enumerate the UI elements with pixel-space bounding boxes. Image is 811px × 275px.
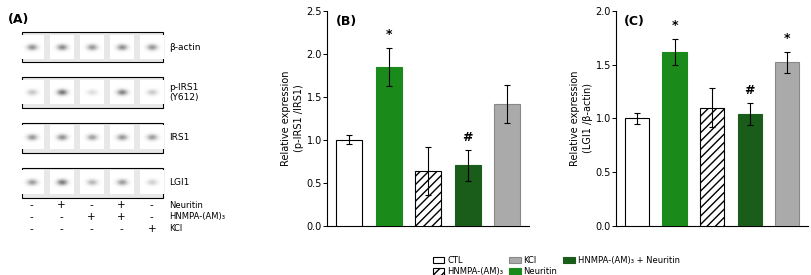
Text: -: - (59, 212, 63, 222)
Text: +: + (87, 212, 96, 222)
Bar (699, 108, 723, 226)
Bar (336, 140, 362, 225)
Text: *: * (671, 20, 677, 32)
Text: -: - (29, 224, 33, 234)
Text: HNMPA-(AM)₃: HNMPA-(AM)₃ (169, 212, 225, 221)
Text: (C): (C) (624, 15, 644, 28)
Y-axis label: Relative expression
(p-IRS1 /IRS1): Relative expression (p-IRS1 /IRS1) (281, 70, 303, 166)
Text: +: + (118, 212, 126, 222)
Bar (415, 171, 440, 225)
Text: -: - (29, 200, 33, 210)
Bar (624, 118, 649, 226)
Bar (662, 52, 686, 226)
Bar (375, 67, 401, 226)
Text: -: - (150, 200, 153, 210)
Y-axis label: Relative expression
(LGI1 /β-actin): Relative expression (LGI1 /β-actin) (569, 70, 592, 166)
Text: *: * (385, 28, 392, 42)
Bar (22, 32, 163, 62)
Text: LGI1: LGI1 (169, 178, 189, 187)
Text: #: # (744, 84, 754, 97)
Text: -: - (89, 224, 93, 234)
Text: -: - (29, 212, 33, 222)
Text: p-IRS1
(Y612): p-IRS1 (Y612) (169, 83, 199, 102)
Text: +: + (148, 224, 156, 234)
Legend: CTL, HNMPA-(AM)₃, KCl, Neuritin, HNMPA-(AM)₃ + Neuritin: CTL, HNMPA-(AM)₃, KCl, Neuritin, HNMPA-(… (432, 256, 679, 275)
Bar (22, 123, 163, 153)
Bar (22, 78, 163, 108)
Text: Neuritin: Neuritin (169, 201, 203, 210)
Bar (454, 166, 480, 225)
Bar (736, 114, 761, 226)
Text: -: - (89, 200, 93, 210)
Bar (775, 62, 799, 226)
Text: -: - (120, 224, 123, 234)
Text: -: - (150, 212, 153, 222)
Text: KCl: KCl (169, 224, 182, 233)
Text: β-actin: β-actin (169, 43, 200, 52)
Text: -: - (59, 224, 63, 234)
Text: IRS1: IRS1 (169, 133, 189, 142)
Bar (494, 104, 519, 226)
Text: (B): (B) (335, 15, 356, 28)
Text: #: # (462, 131, 472, 144)
Text: *: * (783, 32, 790, 45)
Text: (A): (A) (8, 13, 29, 26)
Text: +: + (57, 200, 66, 210)
Bar (22, 167, 163, 198)
Text: +: + (118, 200, 126, 210)
